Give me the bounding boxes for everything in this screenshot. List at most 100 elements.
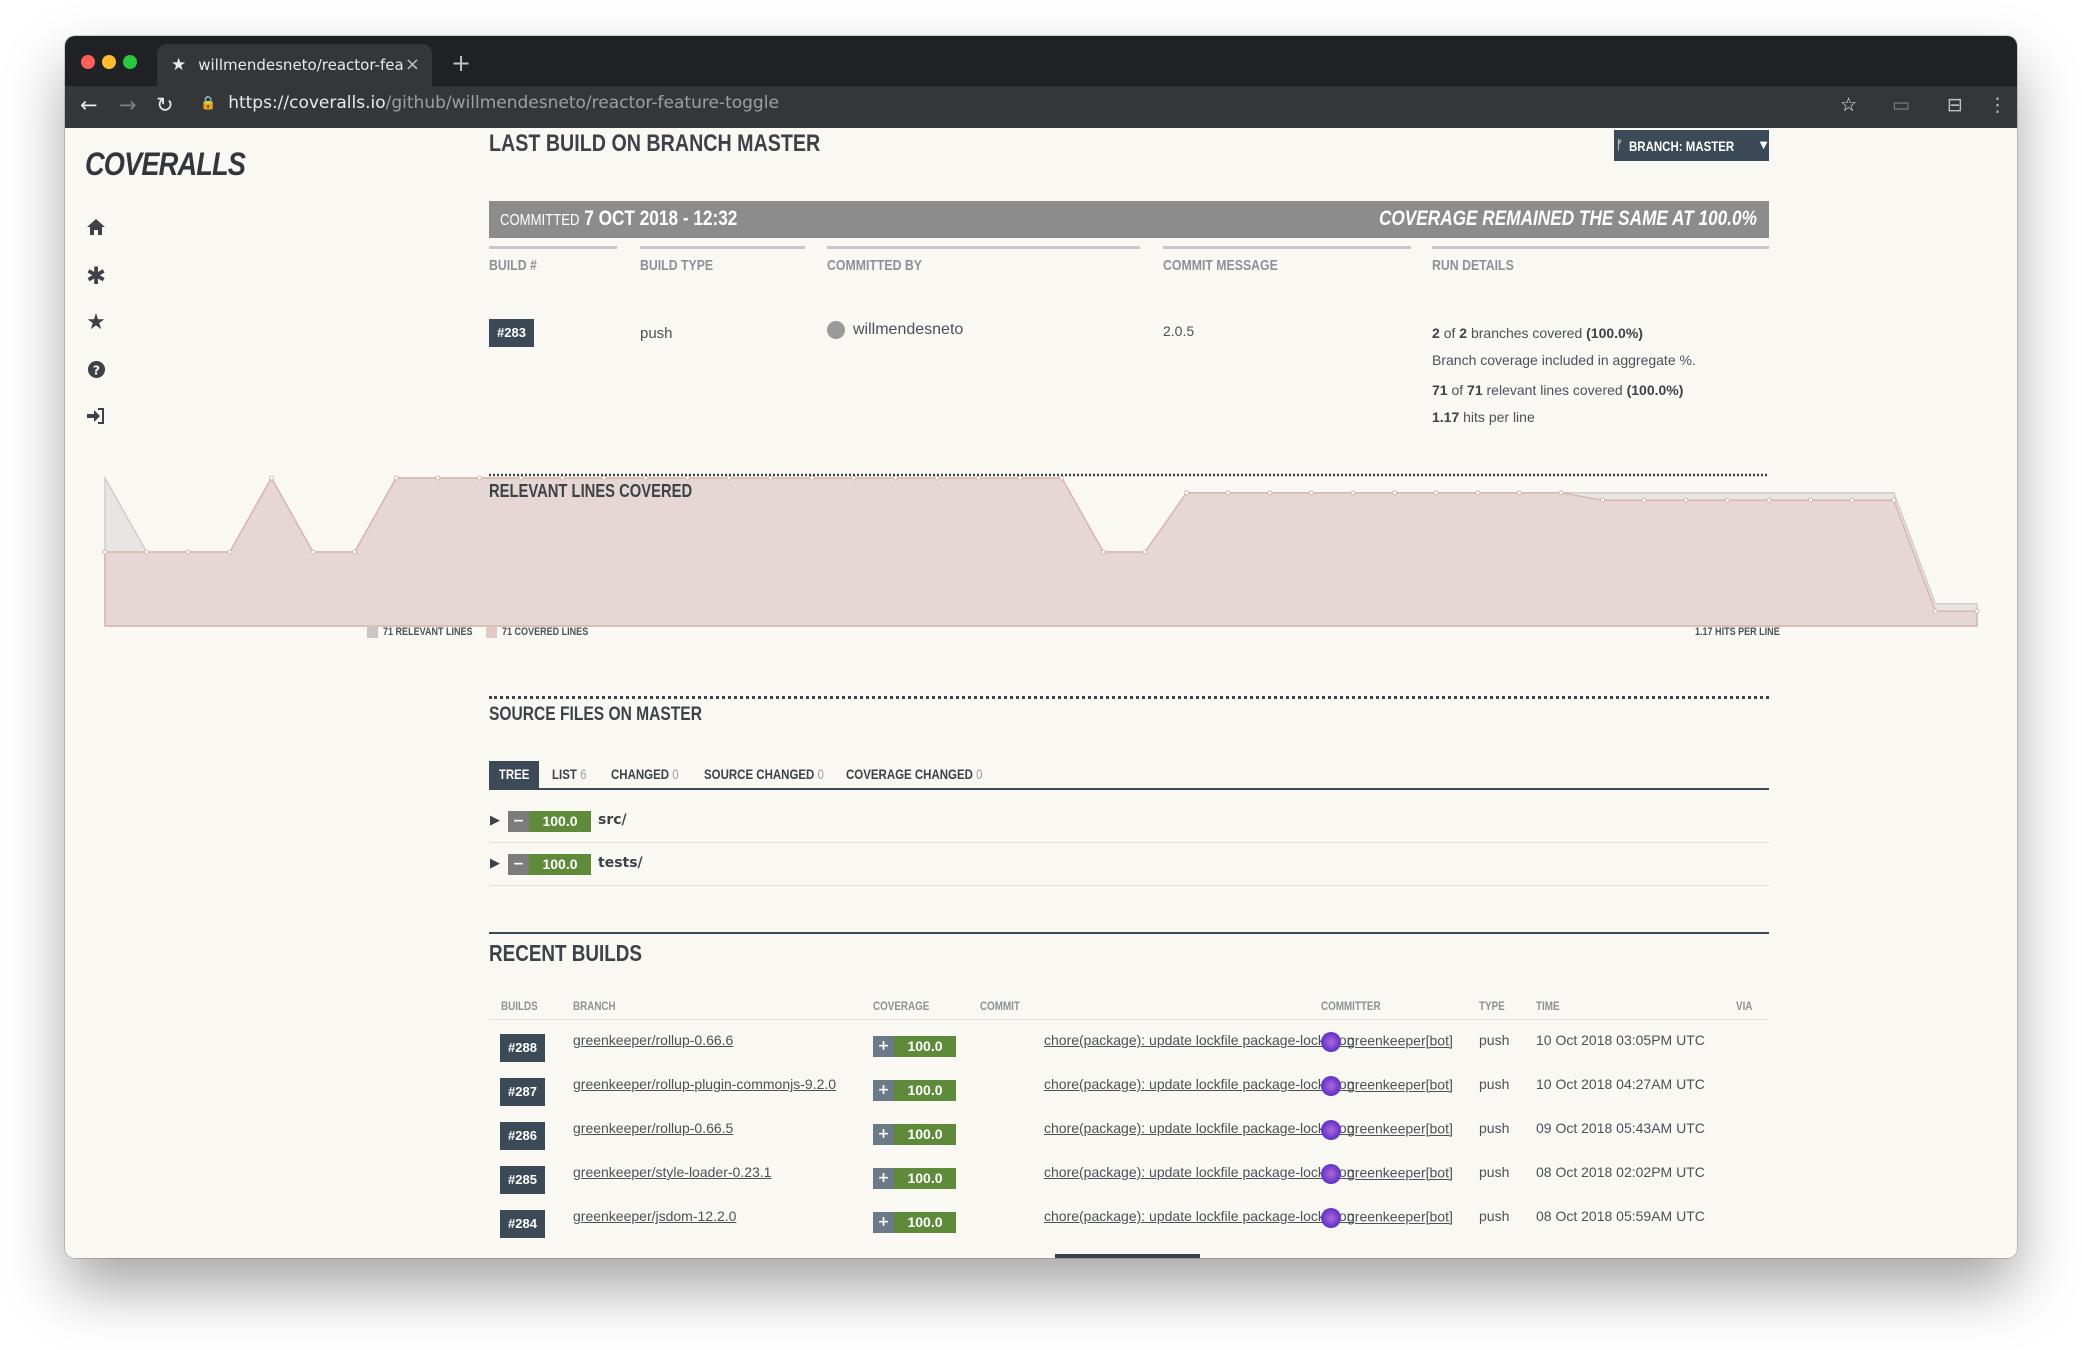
covered-lines-point	[1641, 497, 1647, 503]
tab-tree-label: TREE	[498, 766, 530, 782]
tab-list[interactable]: LIST 6	[552, 761, 586, 788]
committer-link[interactable]: greenkeeper[bot]	[1321, 1120, 1453, 1140]
commit-link[interactable]: chore(package): update lockfile package-…	[1044, 1120, 1355, 1136]
branch-link[interactable]: greenkeeper/rollup-plugin-commonjs-9.2.0	[573, 1076, 837, 1092]
branch-link[interactable]: greenkeeper/rollup-0.66.5	[573, 1120, 734, 1136]
branch-link[interactable]: greenkeeper/rollup-0.66.6	[573, 1032, 734, 1048]
coverage-percent: 100.0	[894, 1168, 956, 1189]
forward-icon[interactable]: →	[119, 93, 137, 117]
tab-source-changed[interactable]: SOURCE CHANGED 0	[704, 761, 824, 788]
committer-link[interactable]: greenkeeper[bot]	[1321, 1032, 1453, 1052]
asterisk-icon[interactable]: ✱	[85, 262, 107, 290]
branch-select-label: BRANCH: MASTER	[1629, 137, 1735, 154]
tree-row-src[interactable]: ▶ − 100.0 src/	[489, 800, 1769, 843]
tab-coverage-changed[interactable]: COVERAGE CHANGED 0	[846, 761, 983, 788]
close-window-button[interactable]	[81, 55, 95, 69]
tab-list-count: 6	[580, 766, 587, 782]
col-commit: COMMIT	[980, 999, 1020, 1013]
tab-tree[interactable]: TREE	[489, 761, 540, 788]
run-details-branches: 2 of 2 branches covered (100.0%)	[1432, 325, 1643, 341]
plus-icon: +	[873, 1080, 894, 1101]
committer-link[interactable]: greenkeeper[bot]	[1321, 1164, 1453, 1184]
col-coverage: COVERAGE	[873, 999, 930, 1013]
commit-date: COMMITTED 7 OCT 2018 - 12:32	[500, 207, 737, 231]
col-committer: COMMITTER	[1321, 999, 1381, 1013]
covered-lines-point	[476, 475, 482, 481]
star-icon[interactable]: ★	[86, 310, 106, 335]
tab-changed[interactable]: CHANGED 0	[611, 761, 679, 788]
branch-select-button[interactable]: ᚠ BRANCH: MASTER ▼	[1614, 130, 1769, 161]
build-number-badge[interactable]: #288	[500, 1034, 545, 1062]
commit-link[interactable]: chore(package): update lockfile package-…	[1044, 1164, 1355, 1180]
covered-lines-point	[144, 549, 149, 555]
commit-link[interactable]: chore(package): update lockfile package-…	[1044, 1208, 1355, 1224]
committer-link[interactable]: greenkeeper[bot]	[1321, 1208, 1453, 1228]
expand-triangle-icon[interactable]: ▶	[490, 813, 500, 828]
coveralls-logo[interactable]: COVERALLS	[85, 146, 246, 182]
committer-name: greenkeeper[bot]	[1347, 1120, 1453, 1137]
legend-covered-lines: 71 COVERED LINES	[486, 626, 607, 638]
home-icon[interactable]	[85, 218, 107, 240]
covered-lines-point	[518, 475, 524, 481]
committer-link[interactable]: greenkeeper[bot]	[1321, 1076, 1453, 1096]
commit-link[interactable]: chore(package): update lockfile package-…	[1044, 1032, 1355, 1048]
committed-label: COMMITTED	[500, 212, 580, 229]
build-type: push	[1479, 1208, 1510, 1224]
folder-name[interactable]: tests/	[598, 855, 643, 871]
covered-lines-point	[1392, 490, 1397, 496]
url-path: /github/willmendesneto/reactor-feature-t…	[385, 93, 779, 113]
build-type: push	[1479, 1120, 1510, 1136]
build-number-badge[interactable]: #287	[500, 1078, 545, 1106]
expand-triangle-icon[interactable]: ▶	[490, 856, 500, 871]
covered-lines-point	[1600, 497, 1605, 503]
help-icon[interactable]: ?	[85, 360, 107, 382]
browser-titlebar: ★ willmendesneto/reactor-feature-toggle …	[65, 36, 2017, 86]
covered-lines-point	[851, 475, 857, 481]
menu-icon[interactable]: ⋮	[1988, 94, 2007, 116]
cast-icon[interactable]: ▭	[1892, 94, 1910, 116]
back-icon[interactable]: ←	[80, 93, 98, 117]
build-number-badge[interactable]: #285	[500, 1166, 545, 1194]
tab-list-label: LIST	[552, 766, 577, 782]
sign-in-icon[interactable]	[85, 407, 107, 429]
browser-tab[interactable]: ★ willmendesneto/reactor-feature-toggle …	[157, 44, 432, 86]
greenkeeper-avatar	[1321, 1120, 1341, 1140]
col-via: VIA	[1736, 999, 1753, 1013]
covered-lines-point	[1808, 497, 1813, 503]
reload-icon[interactable]: ↻	[156, 93, 174, 117]
tree-row-tests[interactable]: ▶ − 100.0 tests/	[489, 843, 1769, 886]
build-number-badge[interactable]: #286	[500, 1122, 545, 1150]
covered-lines-point	[934, 475, 940, 481]
chart-title: RELEVANT LINES COVERED	[489, 481, 693, 501]
committed-by-label: COMMITTED BY	[827, 257, 922, 274]
bookmark-star-icon[interactable]: ☆	[1840, 94, 1858, 116]
recent-builds-heading: RECENT BUILDS	[489, 940, 642, 966]
build-number-badge[interactable]: #284	[500, 1210, 545, 1238]
build-number-badge[interactable]: #283	[489, 319, 534, 347]
branch-link[interactable]: greenkeeper/jsdom-12.2.0	[573, 1208, 737, 1224]
minus-icon: −	[508, 811, 529, 832]
address-bar[interactable]: 🔒 https:// coveralls.io /github/willmend…	[200, 93, 779, 113]
folder-name[interactable]: src/	[598, 812, 627, 828]
covered-lines-point	[809, 475, 815, 481]
branches-covered-count: 2	[1432, 325, 1440, 341]
tab-close-icon[interactable]: ×	[404, 54, 420, 75]
maximize-window-button[interactable]	[123, 55, 137, 69]
committer-name: greenkeeper[bot]	[1347, 1032, 1453, 1049]
greenkeeper-avatar	[1321, 1076, 1341, 1096]
extension-icon[interactable]: ⊟	[1947, 94, 1963, 116]
new-tab-icon[interactable]: +	[451, 49, 472, 77]
plus-icon: +	[873, 1036, 894, 1057]
commit-link[interactable]: chore(package): update lockfile package-…	[1044, 1076, 1355, 1092]
committer-name: greenkeeper[bot]	[1347, 1208, 1453, 1225]
coverage-status: COVERAGE REMAINED THE SAME AT 100.0%	[1379, 207, 1757, 230]
aggregate-note: Branch coverage included in aggregate %.	[1432, 352, 1696, 368]
covered-lines-point	[1267, 490, 1273, 496]
lock-icon: 🔒	[200, 95, 217, 111]
commit-message-value: 2.0.5	[1163, 323, 1195, 339]
col-type: TYPE	[1479, 999, 1505, 1013]
covered-lines-point	[1225, 490, 1231, 496]
branch-link[interactable]: greenkeeper/style-loader-0.23.1	[573, 1164, 772, 1180]
minimize-window-button[interactable]	[102, 55, 116, 69]
committer-avatar	[827, 321, 845, 339]
